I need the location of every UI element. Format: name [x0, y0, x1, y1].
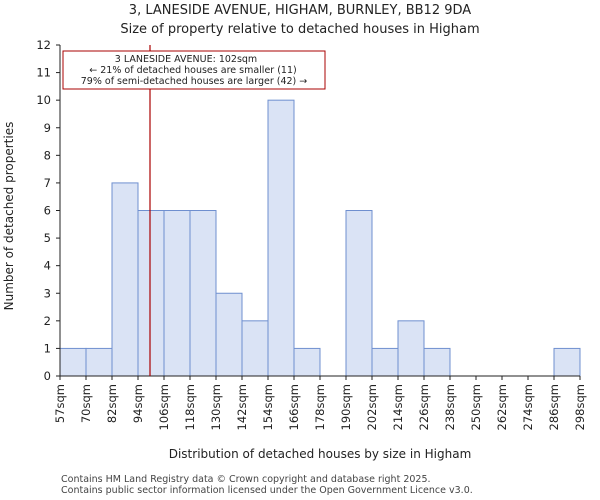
x-tick-label: 142sqm — [235, 384, 249, 430]
x-axis-ticks: 57sqm 70sqm 82sqm 94sqm 106sqm 118sqm 130sqm 14… — [53, 376, 587, 430]
y-tick-label: 8 — [44, 148, 51, 162]
bar-202sqm — [371, 347, 399, 377]
y-tick-label: 0 — [44, 369, 51, 383]
x-tick-label: 202sqm — [365, 384, 379, 430]
y-tick-label: 6 — [44, 204, 51, 218]
x-tick-label: 250sqm — [469, 384, 483, 430]
bar-130sqm — [215, 292, 243, 377]
bar-286sqm — [553, 347, 581, 377]
bars — [59, 99, 581, 377]
bar-82sqm — [111, 182, 139, 377]
x-tick-label: 94sqm — [131, 384, 145, 423]
x-tick-label: 190sqm — [339, 384, 353, 430]
annotation-line-3: 79% of semi-detached houses are larger (… — [81, 76, 308, 87]
annotation-line-1: 3 LANESIDE AVENUE: 102sqm — [115, 54, 257, 65]
y-tick-label: 9 — [44, 121, 51, 135]
bar-226sqm — [423, 347, 451, 377]
y-tick-label: 1 — [44, 341, 51, 355]
chart-subtitle: Size of property relative to detached ho… — [120, 22, 479, 37]
bar-70sqm — [85, 347, 113, 377]
bar-57sqm — [59, 347, 87, 377]
x-tick-label: 274sqm — [521, 384, 535, 430]
y-tick-label: 3 — [44, 286, 51, 300]
x-tick-label: 106sqm — [157, 384, 171, 430]
y-tick-label: 2 — [44, 314, 51, 328]
annotation-border — [62, 50, 326, 90]
annotation-line-2: ← 21% of detached houses are smaller (11… — [89, 65, 296, 76]
bar-166sqm — [293, 347, 321, 377]
footer-line-1: Contains HM Land Registry data © Crown c… — [61, 474, 431, 485]
x-tick-label: 262sqm — [495, 384, 509, 430]
bar-118sqm — [189, 210, 217, 377]
x-tick-label: 166sqm — [287, 384, 301, 430]
y-tick-label: 10 — [36, 93, 51, 107]
x-tick-label: 154sqm — [261, 384, 275, 430]
x-tick-label: 57sqm — [53, 384, 67, 423]
x-tick-label: 82sqm — [105, 384, 119, 423]
x-tick-label: 226sqm — [417, 384, 431, 430]
x-axis-label: Distribution of detached houses by size … — [169, 447, 472, 461]
y-tick-label: 12 — [36, 38, 51, 52]
y-axis-label: Number of detached properties — [2, 122, 16, 311]
bar-142sqm — [241, 320, 269, 377]
footer-line-2: Contains public sector information licen… — [61, 485, 473, 496]
bar-214sqm — [397, 320, 425, 377]
y-tick-label: 4 — [44, 259, 51, 273]
chart-title: 3, LANESIDE AVENUE, HIGHAM, BURNLEY, BB1… — [129, 3, 471, 18]
y-tick-label: 11 — [36, 66, 51, 80]
bar-154sqm — [267, 99, 295, 377]
x-tick-label: 130sqm — [209, 384, 223, 430]
x-tick-label: 70sqm — [79, 384, 93, 423]
x-tick-label: 298sqm — [573, 384, 587, 430]
x-tick-label: 286sqm — [547, 384, 561, 430]
y-tick-label: 5 — [44, 231, 51, 245]
x-tick-label: 178sqm — [313, 384, 327, 430]
x-tick-label: 214sqm — [391, 384, 405, 430]
bar-106sqm — [163, 210, 191, 377]
bar-94sqm — [137, 210, 165, 377]
bar-190sqm — [345, 210, 373, 377]
annotation-box: 3 LANESIDE AVENUE: 102sqm ← 21% of detac… — [62, 50, 326, 90]
y-tick-label: 7 — [44, 176, 51, 190]
x-tick-label: 118sqm — [183, 384, 197, 430]
x-tick-label: 238sqm — [443, 384, 457, 430]
